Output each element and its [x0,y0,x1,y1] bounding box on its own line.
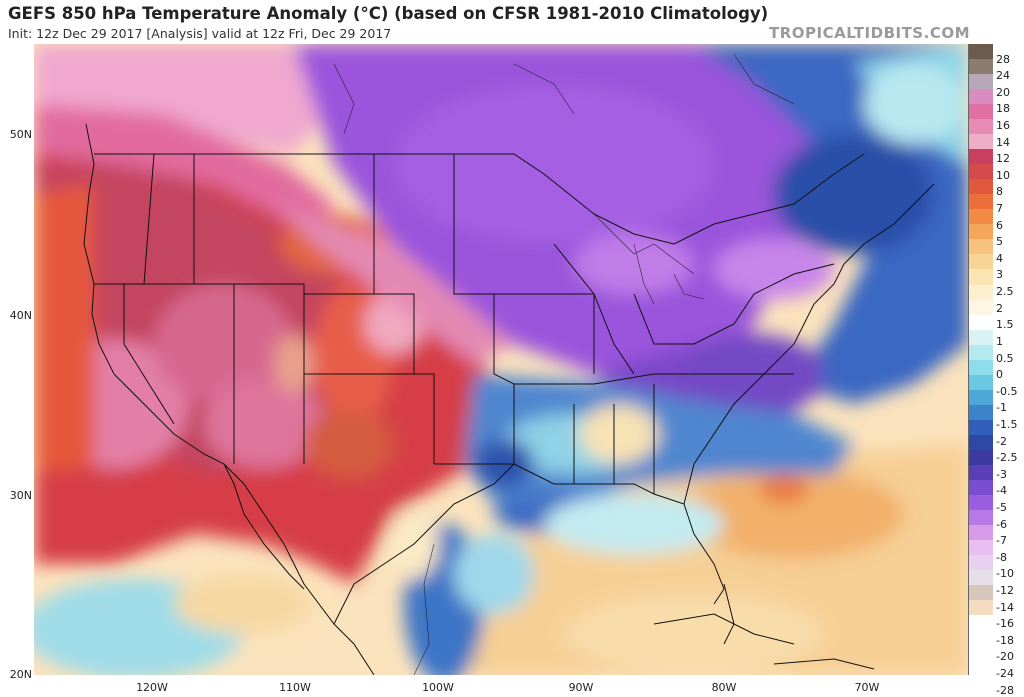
colorbar-tick-label: 6 [996,218,1003,232]
colorbar-swatch [969,44,993,60]
colorbar-swatch [969,254,993,270]
colorbar-tick-label: -6 [996,517,1007,531]
lon-label-80w: 80W [711,681,737,694]
colorbar-swatch [969,224,993,240]
colorbar-tick-label: -5 [996,500,1007,514]
colorbar-swatch [969,479,993,495]
colorbar-tick-label: -16 [996,617,1014,631]
boundary-lines [83,123,935,675]
colorbar-swatch [969,74,993,90]
colorbar-swatch [969,434,993,450]
lakes-coast-detail [333,53,795,675]
colorbar-swatch [969,89,993,105]
anomaly-map-canvas [34,44,968,675]
colorbar-tick-label: -0.5 [996,384,1018,398]
colorbar-tick-label: 7 [996,202,1003,216]
colorbar-tick-label: 1 [996,334,1003,348]
colorbar-tick-label: 20 [996,85,1010,99]
colorbar-tick-label: -1.5 [996,417,1018,431]
lon-label-100w: 100W [422,681,454,694]
colorbar-swatch [969,299,993,315]
colorbar-tick-label: -7 [996,534,1007,548]
colorbar-swatch [969,419,993,435]
anomaly-field [34,44,968,675]
colorbar-tick-label: 18 [996,102,1010,116]
colorbar-swatch [969,239,993,255]
colorbar-swatch [969,164,993,180]
anomaly-map [34,44,968,675]
colorbar [968,44,993,675]
colorbar-swatch [969,570,993,586]
colorbar-swatch [969,389,993,405]
map-title: GEFS 850 hPa Temperature Anomaly (°C) (b… [8,4,769,23]
colorbar-tick-label: -4 [996,484,1007,498]
colorbar-swatch [969,194,993,210]
lon-label-120w: 120W [136,681,168,694]
colorbar-tick-label: 24 [996,69,1010,83]
colorbar-tick-label: 2.5 [996,285,1014,299]
colorbar-swatch [969,314,993,330]
colorbar-tick-label: -2.5 [996,451,1018,465]
colorbar-tick-label: -10 [996,567,1014,581]
colorbar-tick-label: 14 [996,135,1010,149]
colorbar-swatch [969,540,993,556]
colorbar-tick-label: 0 [996,368,1003,382]
colorbar-swatch [969,284,993,300]
colorbar-tick-label: 2 [996,301,1003,315]
colorbar-tick-label: -12 [996,583,1014,597]
colorbar-swatch [969,149,993,165]
colorbar-tick-label: -2 [996,434,1007,448]
colorbar-tick-label: -24 [996,667,1014,680]
colorbar-tick-label: 4 [996,251,1003,265]
colorbar-swatch [969,464,993,480]
colorbar-swatch [969,494,993,510]
lat-label-30n: 30N [9,489,32,502]
lon-label-90w: 90W [568,681,594,694]
colorbar-swatch [969,344,993,360]
colorbar-tick-label: 1.5 [996,318,1014,332]
colorbar-swatch [969,585,993,601]
lat-label-20n: 20N [9,668,32,681]
colorbar-tick-label: 28 [996,52,1010,66]
colorbar-swatch [969,179,993,195]
colorbar-tick-label: 12 [996,152,1010,166]
colorbar-swatch [969,329,993,345]
colorbar-swatch [969,449,993,465]
colorbar-tick-label: 16 [996,119,1010,133]
colorbar-tick-label: -8 [996,550,1007,564]
colorbar-swatch [969,209,993,225]
colorbar-swatch [969,269,993,285]
lon-label-110w: 110W [279,681,311,694]
colorbar-swatch [969,509,993,525]
lat-label-50n: 50N [9,128,32,141]
colorbar-tick-label: 10 [996,168,1010,182]
lat-label-40n: 40N [9,309,32,322]
colorbar-tick-label: 8 [996,185,1003,199]
lon-label-70w: 70W [854,681,880,694]
colorbar-swatch [969,374,993,390]
colorbar-swatch [969,104,993,120]
colorbar-tick-label: -18 [996,633,1014,647]
colorbar-swatch [969,404,993,420]
colorbar-tick-label: -28 [996,683,1014,697]
map-subtitle: Init: 12z Dec 29 2017 [Analysis] valid a… [8,26,392,41]
colorbar-tick-label: -1 [996,401,1007,415]
colorbar-swatch [969,119,993,135]
colorbar-swatch [969,359,993,375]
colorbar-tick-label: 3 [996,268,1003,282]
colorbar-tick-label: -3 [996,467,1007,481]
colorbar-tick-label: 0.5 [996,351,1014,365]
colorbar-swatch [969,134,993,150]
colorbar-swatch [969,555,993,571]
colorbar-tick-label: -14 [996,600,1014,614]
colorbar-tick-label: -20 [996,650,1014,664]
brand-watermark: TROPICALTIDBITS.COM [769,24,970,42]
colorbar-swatch [969,525,993,541]
colorbar-tick-label: 5 [996,235,1003,249]
colorbar-swatch [969,600,993,616]
colorbar-swatch [969,59,993,75]
